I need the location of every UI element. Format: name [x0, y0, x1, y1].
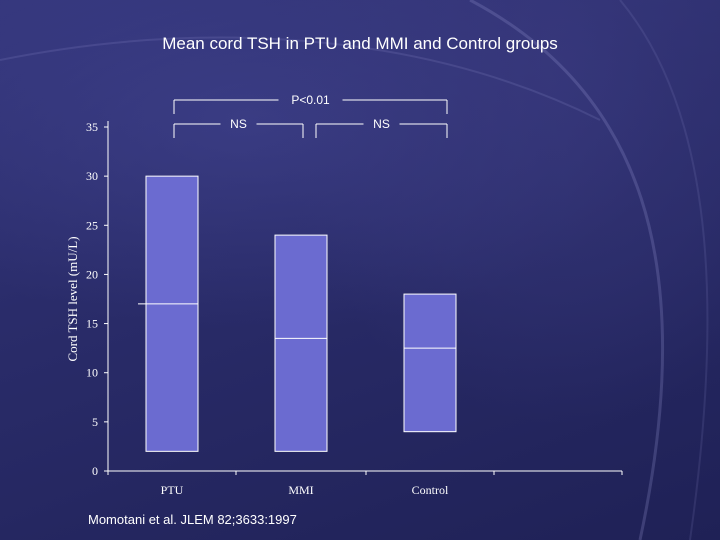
bracket-mmi-control-label: NS: [373, 117, 390, 131]
box-ptu: [145, 175, 199, 452]
box-control: [403, 293, 457, 433]
y-axis-label: Cord TSH level (mU/L): [65, 236, 80, 361]
y-tick-label: 0: [92, 464, 98, 478]
box-mmi: [274, 234, 328, 452]
x-tick-label: PTU: [161, 483, 184, 497]
citation: Momotani et al. JLEM 82;3633:1997: [88, 512, 297, 527]
y-tick-label: 5: [92, 415, 98, 429]
y-tick-label: 15: [86, 317, 98, 331]
y-tick-label: 25: [86, 218, 98, 232]
y-tick-labels: 0 5 10 15 20 25 30 35: [86, 120, 623, 478]
y-tick-label: 30: [86, 169, 98, 183]
x-category-labels: PTU MMI Control: [161, 483, 449, 497]
slide-title: Mean cord TSH in PTU and MMI and Control…: [162, 34, 558, 53]
x-tick-label: Control: [412, 483, 449, 497]
y-tick-label: 10: [86, 366, 98, 380]
y-tick-label: 35: [86, 120, 98, 134]
bracket-ptu-control-label: P<0.01: [291, 93, 330, 107]
chart-axes: [107, 121, 622, 472]
bracket-ptu-mmi-label: NS: [230, 117, 247, 131]
chart-boxes: [138, 175, 457, 452]
x-tick-label: MMI: [288, 483, 313, 497]
significance-annotations: P<0.01 NS NS: [173, 93, 448, 138]
y-tick-label: 20: [86, 267, 98, 281]
